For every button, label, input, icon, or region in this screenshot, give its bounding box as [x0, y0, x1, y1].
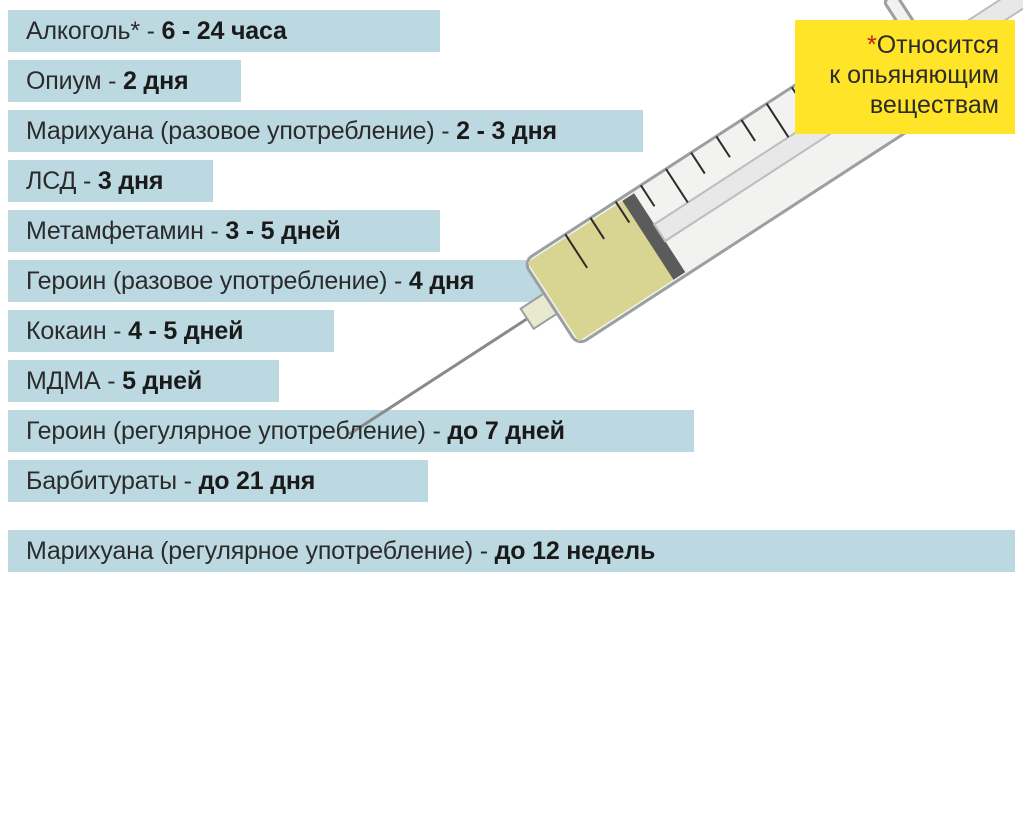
detection-value: до 7 дней [447, 417, 564, 445]
substance-name: Кокаин [26, 317, 106, 345]
substance-name: МДМА [26, 367, 100, 395]
chart-row: Героин (регулярное употребление) - до 7 … [8, 410, 1015, 452]
detection-value: 2 - 3 дня [456, 117, 557, 145]
chart-label: Марихуана (регулярное употребление) - до… [26, 530, 655, 572]
substance-name: Героин (разовое употребление) [26, 267, 387, 295]
separator: - [435, 117, 457, 145]
substance-name: Метамфетамин [26, 217, 204, 245]
detection-value: 5 дней [122, 367, 202, 395]
separator: - [76, 167, 98, 195]
chart-label: Героин (регулярное употребление) - до 7 … [26, 410, 565, 452]
chart-label: ЛСД - 3 дня [26, 160, 163, 202]
detection-value: 4 - 5 дней [128, 317, 243, 345]
detection-value: до 12 недель [495, 537, 655, 565]
substance-name: Марихуана (регулярное употребление) [26, 537, 473, 565]
chart-label: Метамфетамин - 3 - 5 дней [26, 210, 341, 252]
chart-row: Барбитураты - до 21 дня [8, 460, 1015, 502]
chart-label: Барбитураты - до 21 дня [26, 460, 315, 502]
note-line-2: к опьяняющим [811, 60, 999, 90]
separator: - [140, 17, 162, 45]
chart-row: Марихуана (регулярное употребление) - до… [8, 530, 1015, 572]
separator: - [177, 467, 199, 495]
note-line-1: Относится [877, 31, 999, 59]
detection-value: до 21 дня [199, 467, 316, 495]
separator: - [101, 67, 123, 95]
chart-row: МДМА - 5 дней [8, 360, 1015, 402]
note-line-3: веществам [811, 90, 999, 120]
chart-label: Марихуана (разовое употребление) - 2 - 3… [26, 110, 557, 152]
substance-name: Героин (регулярное употребление) [26, 417, 426, 445]
detection-value: 6 - 24 часа [161, 17, 286, 45]
separator: - [106, 317, 128, 345]
chart-row: Метамфетамин - 3 - 5 дней [8, 210, 1015, 252]
asterisk-icon: * [867, 31, 877, 59]
chart-row: Кокаин - 4 - 5 дней [8, 310, 1015, 352]
substance-name: Алкоголь* [26, 17, 140, 45]
detection-value: 3 дня [98, 167, 163, 195]
detection-value: 2 дня [123, 67, 188, 95]
separator: - [100, 367, 122, 395]
separator: - [473, 537, 495, 565]
chart-label: Алкоголь* - 6 - 24 часа [26, 10, 287, 52]
chart-label: Опиум - 2 дня [26, 60, 188, 102]
separator: - [426, 417, 448, 445]
separator: - [204, 217, 226, 245]
chart-label: МДМА - 5 дней [26, 360, 202, 402]
substance-name: Опиум [26, 67, 101, 95]
chart-row: Героин (разовое употребление) - 4 дня [8, 260, 1015, 302]
note-box: *Относится к опьяняющим веществам [795, 20, 1015, 134]
substance-name: ЛСД [26, 167, 76, 195]
detection-value: 4 дня [409, 267, 474, 295]
chart-label: Героин (разовое употребление) - 4 дня [26, 260, 474, 302]
substance-name: Марихуана (разовое употребление) [26, 117, 435, 145]
chart-row: ЛСД - 3 дня [8, 160, 1015, 202]
detection-value: 3 - 5 дней [225, 217, 340, 245]
chart-label: Кокаин - 4 - 5 дней [26, 310, 243, 352]
substance-name: Барбитураты [26, 467, 177, 495]
separator: - [387, 267, 409, 295]
